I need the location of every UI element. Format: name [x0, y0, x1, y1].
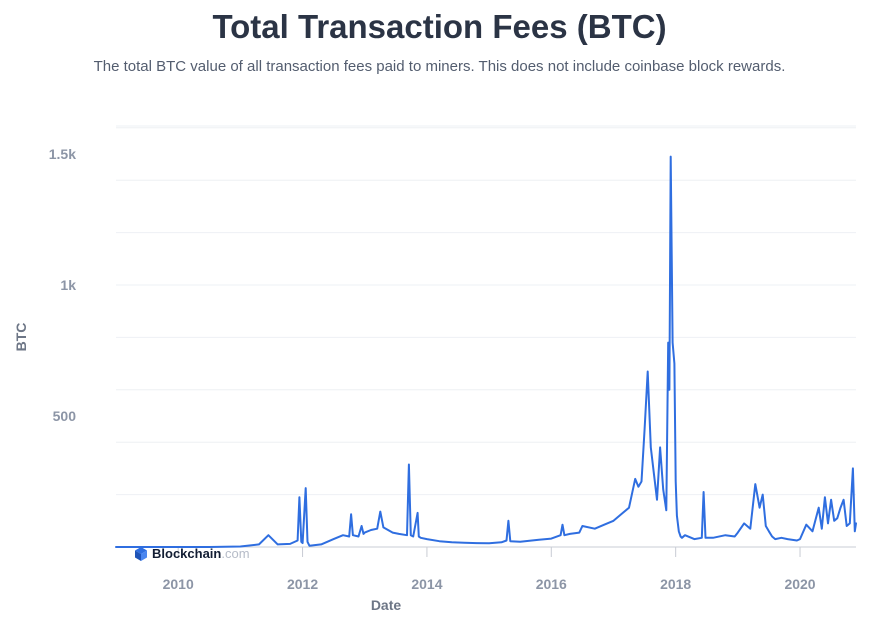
y-tick-label: 500 — [53, 408, 77, 424]
x-axis-label: Date — [371, 597, 402, 613]
series-group — [115, 155, 857, 548]
x-tick-label: 2018 — [660, 576, 691, 592]
x-tick-label: 2014 — [411, 576, 442, 592]
y-axis-ticks: 500 1k 1.5k — [49, 146, 76, 424]
brand-watermark: Blockchain.com — [135, 546, 250, 561]
brand-label: Blockchain.com — [152, 546, 250, 561]
y-tick-label: 1k — [60, 277, 76, 293]
y-tick-label: 1.5k — [49, 146, 76, 162]
brand-name: Blockchain — [152, 546, 221, 561]
y-axis-label: BTC — [13, 323, 29, 352]
brand-tld: .com — [221, 546, 249, 561]
series-line — [115, 155, 857, 548]
x-tick-label: 2012 — [287, 576, 318, 592]
chart-subtitle: The total BTC value of all transaction f… — [93, 58, 786, 75]
x-tick-label: 2016 — [536, 576, 567, 592]
chart-title: Total Transaction Fees (BTC) — [212, 8, 667, 45]
x-tick-label: 2020 — [784, 576, 815, 592]
blockchain-logo-icon — [135, 547, 147, 561]
grid-lines — [116, 125, 856, 496]
x-tick-label: 2010 — [163, 576, 194, 592]
